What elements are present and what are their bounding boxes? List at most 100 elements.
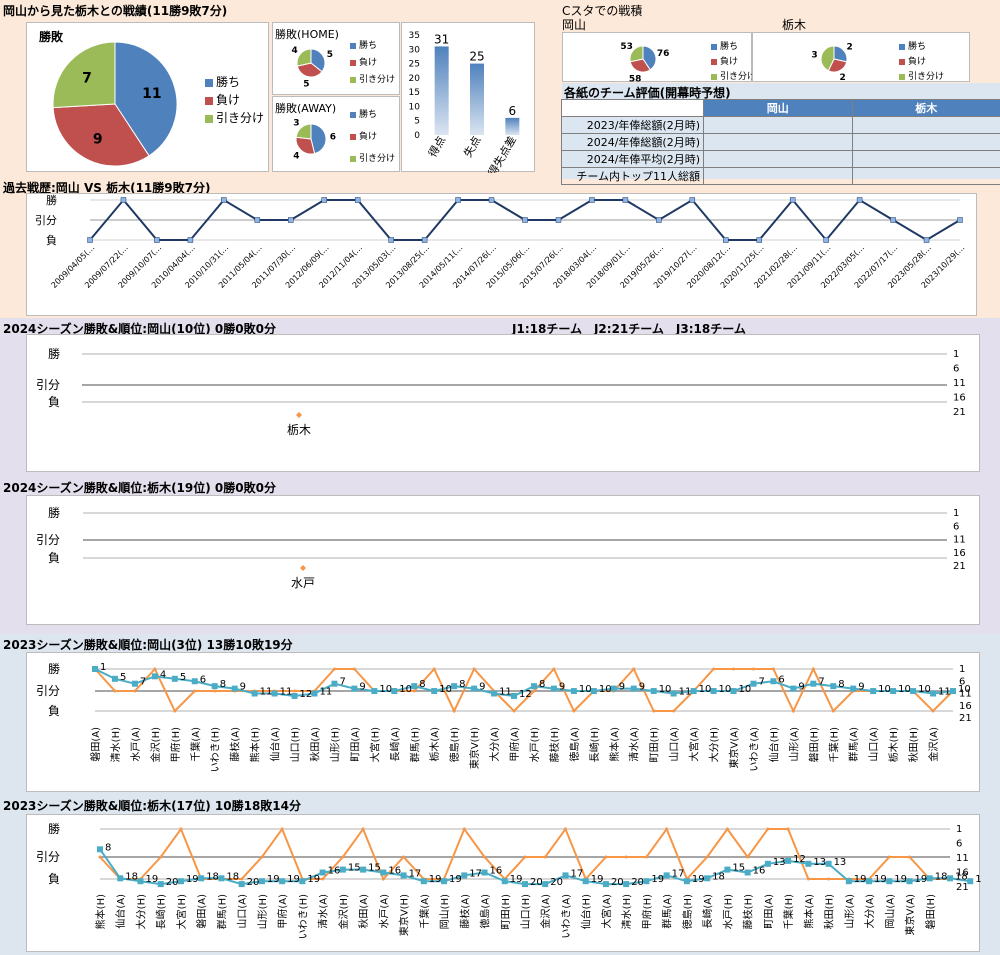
pie-slice bbox=[820, 45, 835, 72]
x-tick-label: 山形(H) bbox=[257, 894, 269, 929]
table-row: 2024/年俸平均(2月時) bbox=[561, 150, 1000, 168]
rank-point bbox=[117, 875, 124, 882]
rank-value-label: 10 bbox=[379, 684, 392, 695]
rank-value-label: 13 bbox=[773, 857, 786, 868]
x-tick-label: 群馬(A) bbox=[661, 894, 674, 929]
rank-point bbox=[360, 866, 367, 873]
table-cell bbox=[703, 167, 853, 185]
pie-slice-label: 3 bbox=[293, 119, 299, 129]
rank-point bbox=[550, 685, 557, 692]
rank-value-label: 10 bbox=[579, 684, 592, 695]
x-tick-label: 山口(A) bbox=[237, 894, 249, 929]
x-tick-label: 千葉(H) bbox=[827, 727, 840, 762]
result-point bbox=[133, 689, 137, 693]
rank-point bbox=[371, 688, 378, 695]
pie-slice bbox=[295, 136, 316, 155]
rank-value-label: 10 bbox=[659, 684, 672, 695]
y-tick-label: 20 bbox=[409, 74, 421, 84]
history-point bbox=[789, 197, 796, 203]
x-tick-label: 仙台(H) bbox=[580, 894, 593, 929]
rank-point bbox=[299, 878, 306, 885]
x-tick-label: いわき(H) bbox=[210, 727, 222, 772]
result-point bbox=[321, 877, 325, 881]
history-point bbox=[455, 197, 461, 203]
y-label: 勝 bbox=[48, 346, 60, 361]
rank-value-label: 9 bbox=[858, 682, 864, 693]
result-point bbox=[624, 855, 628, 859]
rank-point bbox=[663, 872, 670, 879]
result-point bbox=[552, 667, 556, 671]
history-point bbox=[589, 197, 595, 203]
rank-point bbox=[441, 878, 448, 885]
result-point bbox=[412, 689, 416, 693]
x-tick-label: 町田(A) bbox=[764, 894, 775, 929]
x-tick-label: 千葉(H) bbox=[782, 894, 795, 929]
evaluation-row-label: 2024/年俸総額(2月時) bbox=[561, 133, 704, 151]
y-tick-label: 0 bbox=[414, 131, 420, 141]
evaluation-title: 各紙のチーム評価(開幕時予想) bbox=[564, 86, 731, 100]
rank-tick-label: 16 bbox=[953, 548, 966, 559]
x-tick-label: 山口(H) bbox=[290, 727, 302, 762]
pie-slice-label: 6 bbox=[330, 132, 336, 142]
rank-point bbox=[947, 875, 953, 882]
result-point bbox=[827, 877, 831, 881]
result-point bbox=[811, 667, 815, 671]
legend-swatch bbox=[899, 44, 905, 50]
table-row: チーム内トップ11人総額 bbox=[561, 167, 1000, 185]
rank-tick-label: 21 bbox=[959, 713, 972, 724]
result-point bbox=[472, 667, 476, 671]
result-point bbox=[280, 827, 284, 831]
x-tick-label: 清水(A) bbox=[317, 894, 330, 929]
x-tick-label: 東京V(A) bbox=[728, 727, 741, 769]
table-cell bbox=[703, 133, 853, 151]
x-tick-label: 山形(A) bbox=[844, 894, 856, 929]
rank-point bbox=[886, 878, 893, 885]
result-point bbox=[523, 855, 527, 859]
rank-value-label: 20 bbox=[550, 877, 563, 888]
rank-value-label: 19 bbox=[692, 874, 705, 885]
x-tick-label: 仙台(H) bbox=[767, 727, 780, 762]
x-tick-label: 大分(H) bbox=[134, 894, 147, 929]
x-tick-label: 大分(A) bbox=[863, 894, 876, 929]
rank-point bbox=[279, 878, 286, 885]
rank-value-label: 18 bbox=[935, 871, 948, 882]
rank-value-label: 9 bbox=[479, 682, 485, 693]
rank-point bbox=[670, 690, 677, 697]
bar-value-label: 6 bbox=[509, 104, 517, 118]
x-tick-label: 東京V(H) bbox=[468, 727, 481, 769]
y-tick-label: 35 bbox=[409, 31, 420, 41]
result-point bbox=[352, 667, 356, 671]
legend-swatch bbox=[350, 43, 356, 49]
x-tick-label: 東京V(A) bbox=[904, 894, 917, 936]
rank-value-label: 5 bbox=[120, 672, 126, 683]
pie-slice-label: 4 bbox=[293, 152, 299, 162]
pie-slice-label: 11 bbox=[142, 86, 161, 102]
x-tick-label: 長崎(A) bbox=[388, 727, 401, 762]
x-tick-label: 水戸(A) bbox=[378, 894, 390, 929]
result-point bbox=[543, 855, 547, 859]
legend-label: 勝ち bbox=[908, 40, 926, 52]
rank-value-label: 19 bbox=[449, 874, 462, 885]
legend-label: 負け bbox=[908, 55, 926, 67]
result-point bbox=[462, 827, 466, 831]
y-label: 引分 bbox=[35, 213, 57, 227]
rank-point bbox=[785, 857, 792, 864]
x-tick-label: 山形(H) bbox=[329, 727, 341, 762]
rank-point bbox=[319, 869, 326, 876]
rank-point bbox=[890, 688, 897, 695]
rank-value-label: 6 bbox=[778, 674, 784, 685]
evaluation-corner-cell bbox=[561, 99, 704, 117]
result-point bbox=[153, 667, 157, 671]
rank-value-label: 16 bbox=[490, 866, 503, 877]
x-tick-label: 甲府(A) bbox=[276, 894, 289, 929]
rank-value-label: 19 bbox=[186, 874, 199, 885]
history-point bbox=[522, 217, 528, 223]
x-tick-label: 長崎(H) bbox=[588, 727, 601, 762]
x-tick-label: 水戸(A) bbox=[130, 727, 142, 762]
rank-tick-label: 21 bbox=[953, 561, 966, 572]
table-row: 2024/年俸総額(2月時) bbox=[561, 133, 1000, 151]
rank-point bbox=[481, 869, 488, 876]
rank-point bbox=[845, 878, 852, 885]
x-tick-label: 藤枝(H) bbox=[548, 727, 561, 762]
